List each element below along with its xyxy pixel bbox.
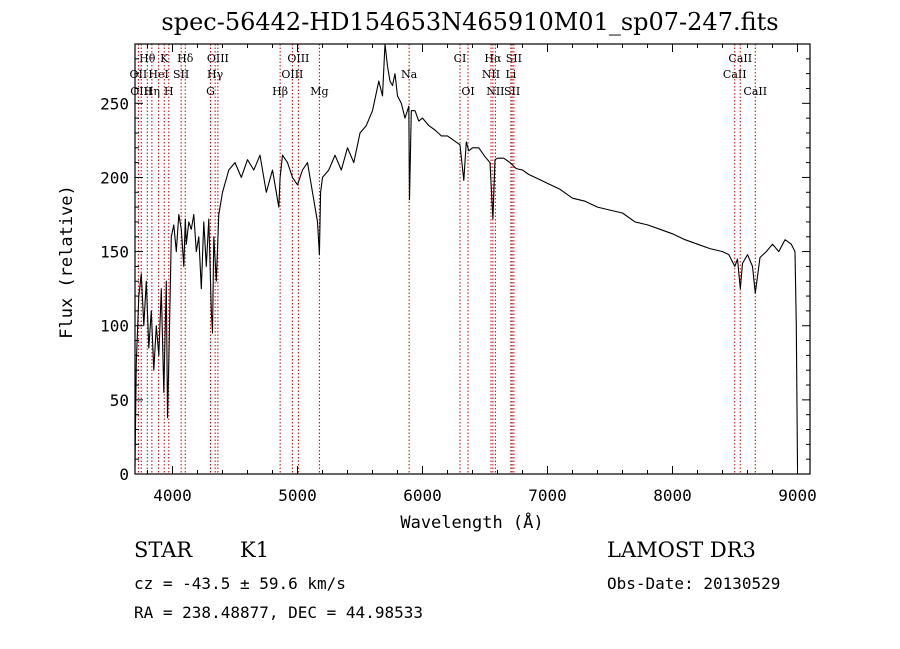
spectrum-line: [134, 43, 799, 467]
object-class: STAR: [134, 538, 193, 562]
spectral-line-label: OIII: [287, 52, 309, 65]
x-tick-label: 5000: [278, 486, 317, 505]
x-tick-label: 9000: [778, 486, 817, 505]
spectral-line-label: CaII: [723, 68, 747, 81]
y-tick-label: 50: [110, 391, 129, 410]
spectral-line-label: OIII: [281, 68, 303, 81]
survey-name: LAMOST DR3: [607, 538, 756, 562]
spectral-line-label: HeI: [148, 68, 168, 81]
spectral-line-label: CaII: [743, 85, 767, 98]
spectral-line-label: SII: [504, 85, 520, 98]
sky-coordinates: RA = 238.48877, DEC = 44.98533: [134, 603, 423, 622]
spectral-line-label: H: [164, 85, 174, 98]
plot-frame: [134, 43, 811, 475]
spectral-line-label: OII: [130, 68, 148, 81]
spectral-line-label: Li: [505, 68, 516, 81]
spectral-line-label: K: [160, 52, 169, 65]
spectral-line-label: NII: [482, 68, 500, 81]
y-tick-label: 200: [100, 168, 129, 187]
spectral-line-label: CI: [454, 52, 467, 65]
x-axis-label: Wavelength (Å): [400, 511, 543, 533]
object-subclass: K1: [240, 538, 270, 562]
spectral-line-label: Hγ: [207, 68, 224, 81]
spectral-line-label: Hβ: [272, 85, 288, 98]
spectral-line-label: Hδ: [177, 52, 194, 65]
spectral-line-label: NII: [486, 85, 504, 98]
y-tick-label: 250: [100, 94, 129, 113]
spectral-line-label: OIII: [207, 52, 229, 65]
observation-date: Obs-Date: 20130529: [607, 574, 781, 593]
spectral-line-label: OI: [461, 85, 474, 98]
axis-ticks: 4000 5000 6000 7000 8000 9000 0 50 100 150 200 250: [100, 44, 817, 505]
spectrum-chart: spec-56442-HD154653N465910M01_sp07-247.f…: [57, 8, 817, 533]
x-tick-label: 8000: [653, 486, 692, 505]
chart-title: spec-56442-HD154653N465910M01_sp07-247.f…: [161, 8, 778, 36]
spectral-line-label: SII: [506, 52, 522, 65]
y-tick-label: 150: [100, 243, 129, 262]
redshift-cz: cz = -43.5 ± 59.6 km/s: [134, 574, 346, 593]
x-tick-label: 6000: [403, 486, 442, 505]
spectral-line-label: Na: [401, 68, 418, 81]
plot-axes: [134, 43, 811, 475]
y-tick-label: 0: [119, 465, 129, 484]
spectral-line-label: Hη: [144, 85, 160, 98]
x-tick-label: 7000: [528, 486, 567, 505]
spectral-line-label: G: [206, 85, 215, 98]
spectral-line-label: CaII: [728, 52, 752, 65]
spectral-line-label: SII: [173, 68, 189, 81]
spectral-line-label: Hα: [484, 52, 502, 65]
y-tick-label: 100: [100, 317, 129, 336]
x-tick-label: 4000: [153, 486, 192, 505]
spectrum-series: [134, 43, 799, 467]
spectral-line-label: Mg: [310, 85, 328, 98]
y-axis-label: Flux (relative): [57, 185, 77, 339]
